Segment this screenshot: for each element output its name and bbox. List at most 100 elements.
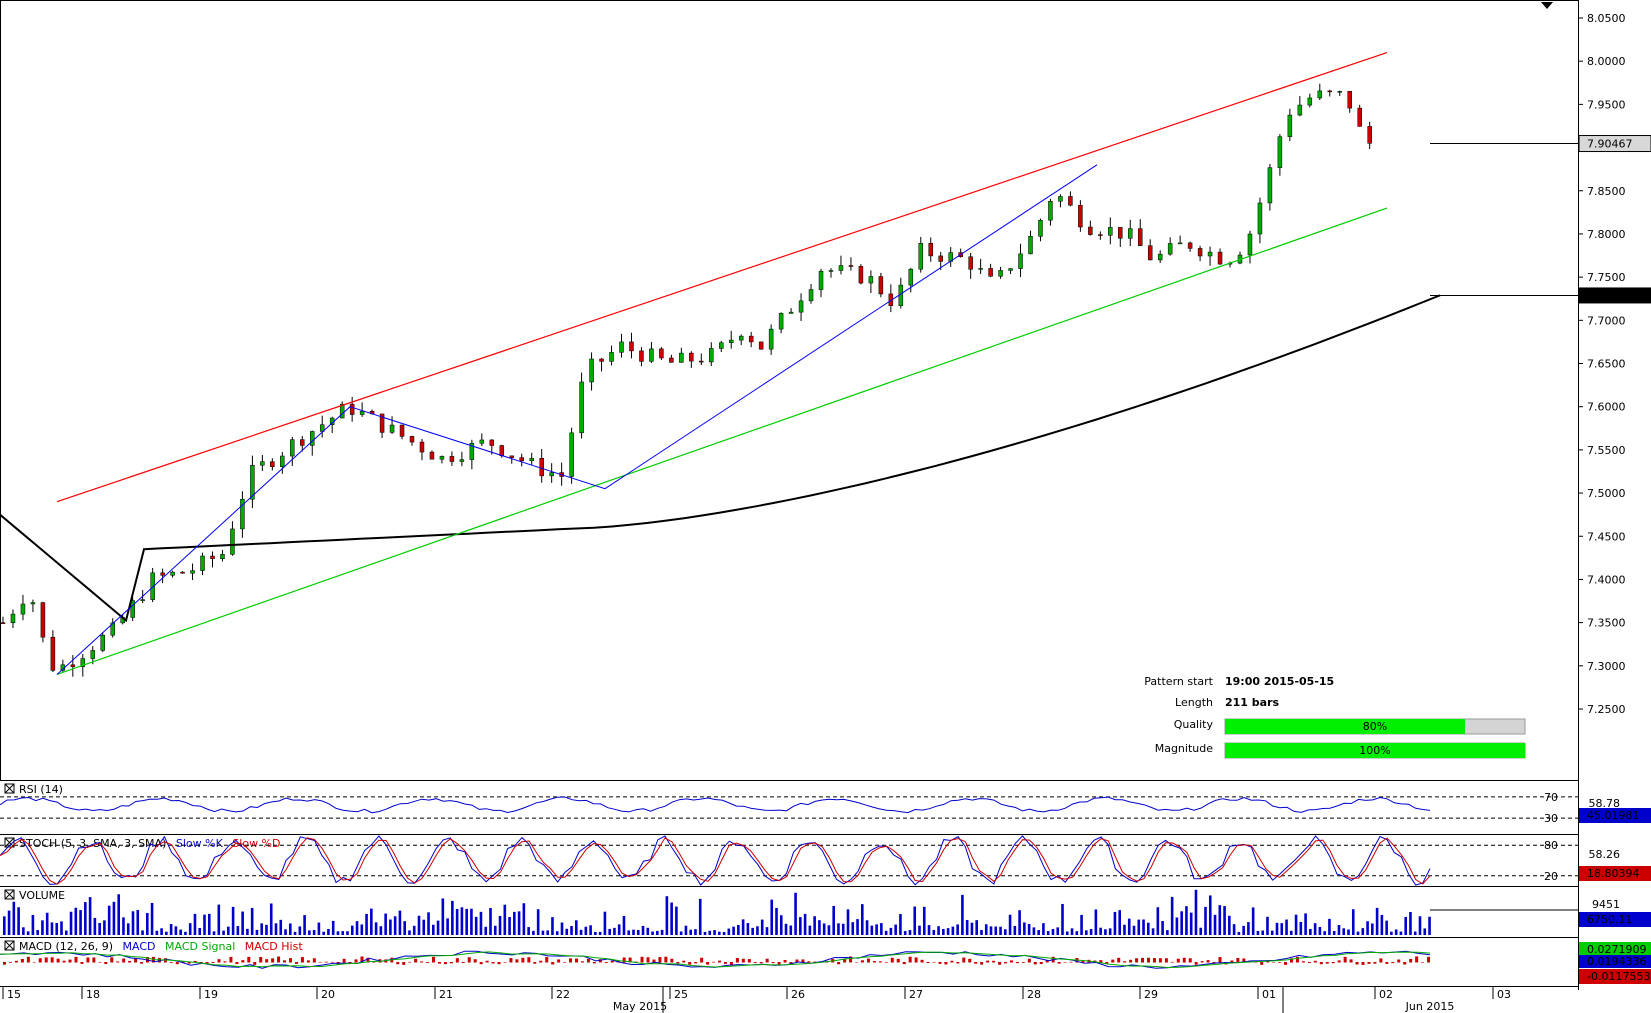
volume-bar xyxy=(236,926,240,935)
volume-bar xyxy=(794,892,797,935)
candle xyxy=(309,430,315,456)
volume-bar xyxy=(131,911,135,935)
volume-bar xyxy=(689,929,692,935)
macd-hist-bar xyxy=(598,959,602,963)
candle-body xyxy=(1028,236,1033,255)
macd-hist-bar xyxy=(998,962,1002,965)
macd-hist-bar xyxy=(569,958,573,963)
volume-bar xyxy=(756,926,759,935)
candle-body xyxy=(579,381,584,434)
volume-bar xyxy=(1380,914,1384,935)
volume-bar xyxy=(1313,923,1317,935)
candle-body xyxy=(609,352,614,362)
macd-hist-bar xyxy=(920,959,924,963)
macd-hist-bar xyxy=(801,959,805,963)
volume-bar xyxy=(370,908,373,935)
volume-bar xyxy=(927,925,931,935)
volume-bar xyxy=(312,930,316,935)
candle-body xyxy=(1267,167,1273,204)
pattern-info-box: Pattern start 19:00 2015-05-15 Length 211 b… xyxy=(1144,675,1526,759)
volume-bar xyxy=(1037,930,1040,935)
volume-bar xyxy=(227,926,230,935)
candle xyxy=(469,439,475,470)
stoch-value-label: 18.80394 xyxy=(1587,867,1640,880)
volume-bar xyxy=(1366,921,1369,935)
macd-hist-bar xyxy=(1009,960,1013,963)
macd-hist-bar xyxy=(1301,961,1305,963)
volume-bar xyxy=(1332,931,1336,935)
volume-bar xyxy=(822,923,826,935)
time-tick-label: 19 xyxy=(204,988,218,1001)
candle xyxy=(339,401,345,419)
volume-bar xyxy=(1175,917,1179,935)
candle-body xyxy=(1108,227,1113,236)
menu-arrow-icon[interactable] xyxy=(1541,2,1553,9)
candle-body xyxy=(50,636,56,671)
candle xyxy=(549,463,554,483)
macd-hist-bar xyxy=(181,961,185,963)
stoch-label: STOCH (5, 3, SMA, 3, SMA) xyxy=(19,837,166,850)
macd-hist-bar xyxy=(169,962,173,963)
volume-bar xyxy=(989,926,993,935)
volume-bar xyxy=(789,925,793,935)
volume-bar xyxy=(1409,911,1412,935)
volume-value-label: 6750.11 xyxy=(1587,913,1633,926)
volume-bar xyxy=(212,931,216,935)
macd-hist-bar xyxy=(735,957,739,963)
volume-bar xyxy=(1385,920,1388,935)
macd-hist-box xyxy=(1579,969,1651,984)
volume-bar xyxy=(479,911,483,935)
volume-bar xyxy=(374,922,378,935)
volume-bar xyxy=(341,931,345,935)
volume-bar xyxy=(1108,928,1112,935)
volume-bar xyxy=(1394,929,1398,935)
volume-bar xyxy=(1061,903,1064,935)
macd-hist-bar xyxy=(1415,956,1419,963)
candle xyxy=(1008,268,1013,275)
macd-hist-bar xyxy=(1403,962,1407,965)
volume-bar xyxy=(813,916,816,935)
candle-body xyxy=(1217,251,1223,265)
volume-bar xyxy=(532,930,535,935)
macd-hist-bar xyxy=(402,962,406,965)
macd-hist-bar xyxy=(741,958,745,963)
volume-bar xyxy=(570,926,573,935)
candle xyxy=(1257,197,1263,244)
candle xyxy=(788,308,794,314)
candle xyxy=(808,284,814,304)
candle xyxy=(1187,241,1193,252)
volume-bar xyxy=(327,928,330,935)
candle-body xyxy=(728,339,734,343)
candle xyxy=(639,347,644,367)
macd-hist-bar xyxy=(1069,961,1073,963)
stoch-k-line xyxy=(0,835,1431,886)
candle xyxy=(1098,231,1103,240)
candle-body xyxy=(748,335,754,343)
candle xyxy=(1217,248,1223,265)
macd-hist-bar xyxy=(20,958,24,963)
volume-bar xyxy=(1113,911,1117,935)
time-tick-label: 18 xyxy=(86,988,100,1001)
price-tick-label: 7.4500 xyxy=(1587,530,1626,543)
candle xyxy=(599,358,604,372)
volume-bar xyxy=(994,926,998,935)
candle-body xyxy=(888,293,894,306)
price-tick-label: 7.7500 xyxy=(1587,271,1626,284)
candle xyxy=(649,342,654,363)
volume-bar xyxy=(465,908,468,935)
macd-hist-bar xyxy=(902,962,906,965)
macd-hist-bar xyxy=(1004,962,1007,964)
volume-bar xyxy=(765,927,769,935)
candle xyxy=(569,427,574,484)
volume-bar xyxy=(408,930,411,935)
volume-bar xyxy=(1347,929,1350,935)
volume-bar xyxy=(1147,922,1150,935)
macd-hist-bar xyxy=(509,958,513,963)
length-value: 211 bars xyxy=(1225,696,1280,709)
macd-hist-bar xyxy=(306,960,310,963)
resistance-line xyxy=(56,51,1388,503)
volume-bar xyxy=(184,931,187,935)
volume-bar xyxy=(784,923,788,935)
volume-bar xyxy=(841,923,845,935)
stoch-current-label: 58.26 xyxy=(1589,848,1621,861)
